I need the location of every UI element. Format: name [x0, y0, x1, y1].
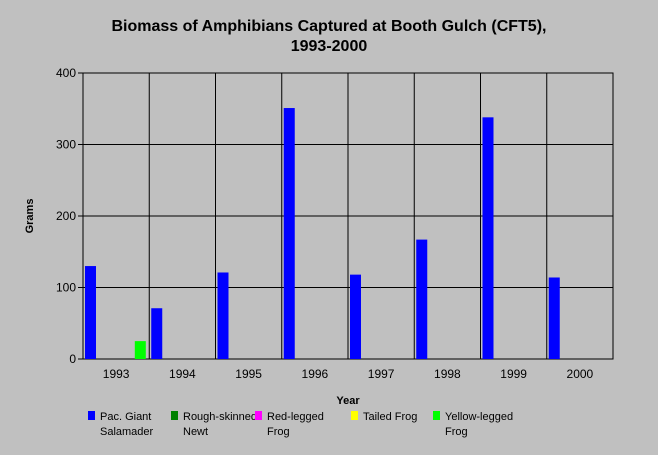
legend-label-2-line-0: Red-legged	[267, 411, 324, 423]
legend-swatch-3	[351, 411, 358, 420]
legend-label-1-line-1: Newt	[183, 426, 208, 438]
x-tick-label-1993: 1993	[103, 367, 130, 381]
x-axis-label: Year	[336, 395, 360, 407]
y-tick-label-3: 300	[56, 138, 76, 152]
chart-title-line-1: Biomass of Amphibians Captured at Booth …	[112, 18, 547, 35]
legend-label-0-line-0: Pac. Giant	[100, 411, 151, 423]
y-tick-label-2: 200	[56, 209, 76, 223]
bar-1993-series-0	[85, 266, 96, 359]
x-tick-label-1995: 1995	[235, 367, 262, 381]
x-tick-labels: 1993 1994 1995 1996 1997 1998 1999 2000	[103, 367, 594, 381]
legend-swatch-0	[88, 411, 95, 420]
x-tick-label-1996: 1996	[302, 367, 329, 381]
y-axis-label: Grams	[24, 199, 36, 234]
legend-label-4-line-1: Frog	[445, 426, 468, 438]
x-tick-label-1994: 1994	[169, 367, 196, 381]
x-tick-label-1998: 1998	[434, 367, 461, 381]
bar-1996-series-0	[283, 108, 295, 359]
bar-2000-series-0	[548, 277, 560, 359]
y-tick-label-4: 400	[56, 66, 76, 80]
legend-swatch-4	[433, 411, 440, 420]
x-tick-label-1997: 1997	[368, 367, 395, 381]
x-tick-label-2000: 2000	[567, 367, 594, 381]
legend: Pac. Giant Salamader Rough-skinned Newt Red-…	[88, 411, 513, 438]
bars	[85, 108, 560, 359]
y-tick-labels: 0 100 200 300 400	[56, 66, 83, 366]
legend-label-4-line-0: Yellow-legged	[445, 411, 513, 423]
x-tick-label-1999: 1999	[500, 367, 527, 381]
legend-label-0-line-1: Salamader	[100, 426, 154, 438]
y-tick-label-1: 100	[56, 281, 76, 295]
legend-label-1-line-0: Rough-skinned	[183, 411, 257, 423]
legend-swatch-2	[255, 411, 262, 420]
legend-swatch-1	[171, 411, 178, 420]
gridlines	[83, 73, 613, 359]
bar-1998-series-0	[416, 239, 428, 359]
y-tick-label-0: 0	[69, 352, 76, 366]
bar-1994-series-0	[151, 308, 163, 359]
bar-1997-series-0	[350, 274, 361, 359]
chart-title-line-2: 1993-2000	[291, 38, 368, 55]
legend-label-3-line-0: Tailed Frog	[363, 411, 417, 423]
bar-1995-series-0	[217, 272, 229, 359]
legend-label-2-line-1: Frog	[267, 426, 290, 438]
bar-1999-series-0	[482, 117, 494, 359]
bar-1993-series-4	[134, 341, 146, 359]
